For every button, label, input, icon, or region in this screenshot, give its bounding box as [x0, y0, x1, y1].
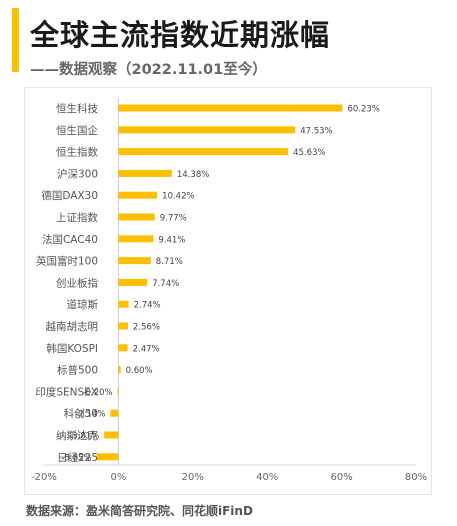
value-label-0: 60.23%: [347, 105, 379, 115]
x-tick-label-3: 40%: [256, 472, 278, 483]
value-label-6: 9.41%: [158, 235, 185, 245]
bar-13: [117, 387, 119, 395]
category-label-3: 沪深300: [57, 167, 98, 180]
category-label-11: 韩国KOSPI: [46, 342, 98, 355]
value-label-14: -2.14%: [75, 410, 105, 420]
bar-16: [96, 453, 119, 461]
category-label-1: 恒生国企: [56, 124, 98, 137]
category-label-0: 恒生科技: [56, 102, 98, 115]
category-label-5: 上证指数: [56, 211, 98, 224]
bar-11: [118, 344, 128, 352]
category-label-16: 日经225: [57, 451, 98, 464]
x-tick-label-0: -20%: [31, 472, 57, 483]
x-tick-label-1: 0%: [110, 472, 126, 483]
value-label-9: 2.74%: [134, 301, 161, 311]
value-label-4: 10.42%: [162, 192, 194, 202]
x-tick-label-4: 60%: [330, 472, 352, 483]
value-label-3: 14.38%: [177, 170, 209, 180]
title-accent-bar: [12, 8, 19, 72]
category-label-12: 标普500: [57, 364, 98, 377]
chart-subtitle: ——数据观察（2022.11.01至今）: [30, 62, 267, 78]
x-tick-label-5: 80%: [405, 472, 427, 483]
value-label-5: 9.77%: [160, 214, 187, 224]
value-label-12: 0.60%: [126, 366, 153, 376]
value-label-1: 47.53%: [300, 126, 332, 136]
bar-1: [118, 126, 296, 134]
category-label-14: 科创50: [64, 407, 98, 420]
category-label-4: 德国DAX30: [41, 189, 98, 202]
bar-12: [118, 366, 121, 374]
value-label-13: -0.20%: [83, 388, 113, 398]
bar-chart: 恒生科技 60.23% 恒生国企 47.53% 恒生指数 45.63% 沪深300 14.38…: [31, 98, 427, 483]
category-label-7: 英国富时100: [36, 255, 98, 268]
x-tick-label-2: 20%: [182, 472, 204, 483]
value-label-8: 7.74%: [152, 279, 179, 289]
value-label-7: 8.71%: [156, 257, 183, 267]
bar-0: [118, 104, 343, 112]
chart-title: 全球主流指数近期涨幅: [30, 18, 331, 52]
category-label-8: 创业板指: [56, 276, 98, 289]
bar-10: [118, 322, 128, 330]
bar-9: [118, 300, 129, 308]
bar-3: [118, 169, 172, 177]
bar-8: [118, 278, 148, 286]
data-source-note: 数据来源：盈米简答研究院、同花顺iFinD: [26, 504, 253, 518]
value-label-16: -5.85%: [62, 453, 92, 463]
category-label-2: 恒生指数: [56, 146, 98, 159]
category-label-13: 印度SENSEX: [35, 385, 98, 398]
value-label-10: 2.56%: [133, 323, 160, 333]
category-label-9: 道琼斯: [67, 298, 99, 311]
value-label-11: 2.47%: [133, 344, 160, 354]
bar-2: [118, 148, 289, 156]
bar-14: [110, 409, 119, 417]
bar-15: [104, 431, 119, 439]
category-label-15: 纳斯达克: [56, 429, 98, 442]
value-label-15: -3.81%: [69, 432, 99, 442]
category-label-10: 越南胡志明: [46, 320, 99, 333]
bar-4: [118, 191, 158, 199]
bar-6: [118, 235, 154, 243]
bar-7: [118, 257, 151, 265]
category-label-6: 法国CAC40: [42, 233, 98, 246]
value-label-2: 45.63%: [293, 148, 325, 158]
chart-panel: 恒生科技 60.23% 恒生国企 47.53% 恒生指数 45.63% 沪深300 14.38…: [24, 87, 432, 495]
bar-5: [118, 213, 155, 221]
